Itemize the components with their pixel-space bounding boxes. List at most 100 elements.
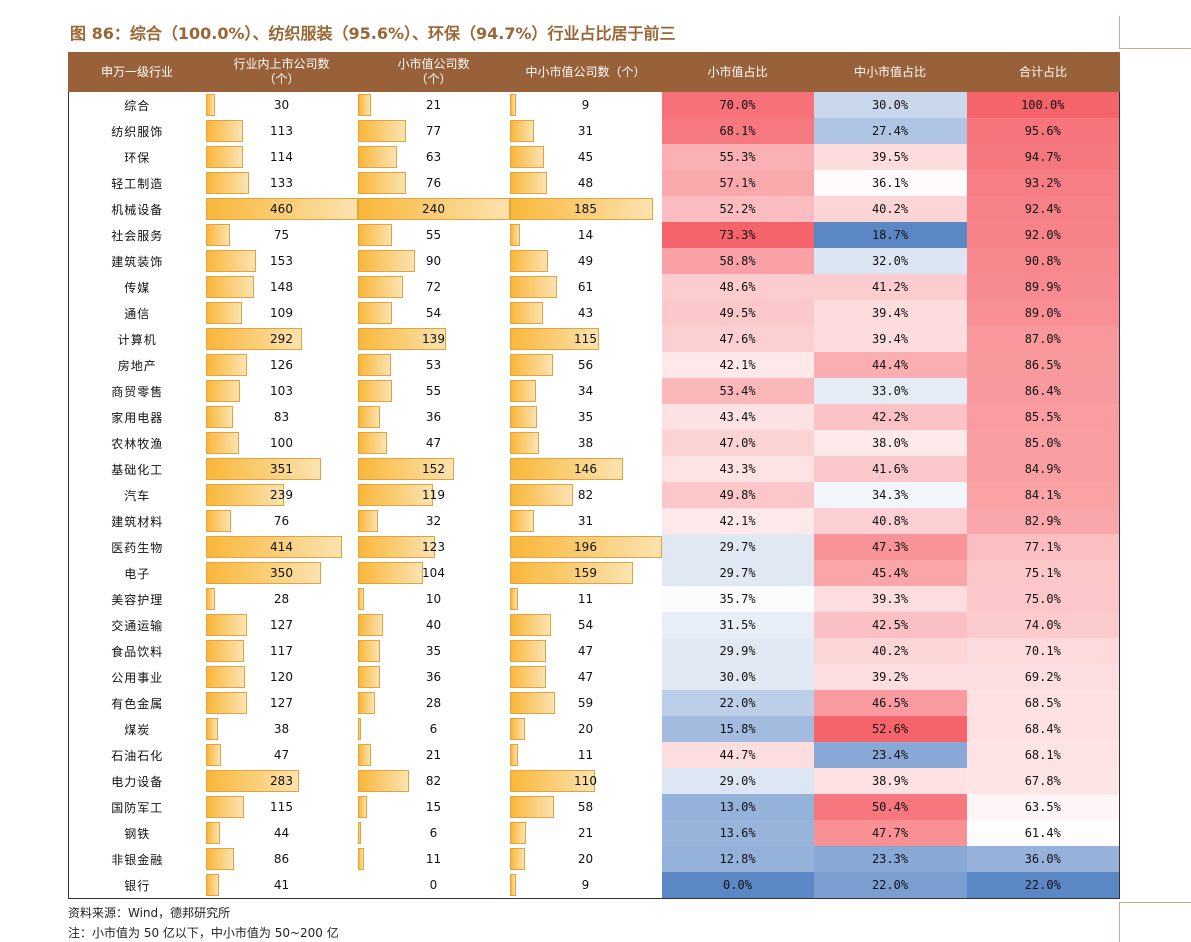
sum-pct-cell: 85.0% <box>966 430 1120 456</box>
mid-pct-cell: 50.4% <box>813 794 967 820</box>
mid-count-cell: 35 <box>509 404 662 430</box>
small-count-value: 54 <box>425 306 442 320</box>
table-row: 计算机 292 139 115 47.6% 39.4% 87.0% <box>69 326 1120 352</box>
small-count-cell: 104 <box>357 560 510 586</box>
header-mid-count: 中小市值公司数（个） <box>509 52 662 92</box>
sum-pct-cell: 22.0% <box>966 872 1120 899</box>
small-count-cell: 10 <box>357 586 510 612</box>
industry-name: 商贸零售 <box>111 384 164 399</box>
small-count-cell: 36 <box>357 664 510 690</box>
mid-pct-cell: 40.8% <box>813 508 967 534</box>
data-bar <box>205 510 231 532</box>
small-pct-cell: 70.0% <box>661 91 814 118</box>
total-count-cell: 148 <box>205 274 358 300</box>
table-row: 家用电器 83 36 35 43.4% 42.2% 85.5% <box>69 404 1120 430</box>
small-count-value: 90 <box>425 254 442 268</box>
small-pct-cell: 29.9% <box>661 638 814 664</box>
sum-pct-cell: 95.6% <box>966 118 1120 144</box>
small-count-cell: 123 <box>357 534 510 560</box>
data-bar <box>357 510 378 532</box>
data-bar <box>357 406 381 428</box>
small-count-value: 15 <box>425 800 442 814</box>
mid-pct-cell: 46.5% <box>813 690 967 716</box>
small-count-value: 55 <box>425 384 442 398</box>
industry-name: 基础化工 <box>111 462 164 477</box>
small-count-value: 11 <box>425 852 442 866</box>
sum-pct-cell: 100.0% <box>966 91 1120 118</box>
data-bar <box>357 614 383 636</box>
industry-name: 房地产 <box>117 358 157 373</box>
total-count-value: 115 <box>270 800 293 814</box>
table-row: 食品饮料 117 35 47 29.9% 40.2% 70.1% <box>69 638 1120 664</box>
mid-pct-cell: 39.4% <box>813 300 967 326</box>
data-bar <box>357 822 362 844</box>
small-count-cell: 55 <box>357 222 510 248</box>
industry-name: 综合 <box>124 98 151 113</box>
data-bar <box>357 120 407 142</box>
small-count-cell: 90 <box>357 248 510 274</box>
mid-pct-cell: 39.4% <box>813 326 967 352</box>
mid-pct-cell: 45.4% <box>813 560 967 586</box>
total-count-cell: 126 <box>205 352 358 378</box>
data-bar <box>509 224 521 246</box>
deco-vertical-line <box>1119 16 1120 48</box>
small-count-cell: 21 <box>357 742 510 768</box>
small-count-cell: 32 <box>357 508 510 534</box>
total-count-cell: 41 <box>205 872 358 899</box>
total-count-cell: 47 <box>205 742 358 768</box>
small-pct-cell: 49.5% <box>661 300 814 326</box>
small-pct-cell: 58.8% <box>661 248 814 274</box>
total-count-value: 76 <box>273 514 290 528</box>
total-count-value: 239 <box>270 488 293 502</box>
industry-name: 农林牧渔 <box>111 436 164 451</box>
mid-count-cell: 47 <box>509 638 662 664</box>
data-bar <box>357 172 406 194</box>
data-bar <box>509 640 546 662</box>
industry-name: 非银金融 <box>111 852 164 867</box>
small-count-cell: 139 <box>357 326 510 352</box>
data-bar <box>509 666 546 688</box>
mid-count-value: 47 <box>577 670 594 684</box>
data-bar <box>509 484 574 506</box>
small-count-cell: 15 <box>357 794 510 820</box>
total-count-value: 103 <box>270 384 293 398</box>
small-pct-cell: 53.4% <box>661 378 814 404</box>
data-bar <box>509 302 543 324</box>
data-bar <box>509 536 662 558</box>
sum-pct-cell: 70.1% <box>966 638 1120 664</box>
mid-count-value: 110 <box>574 774 597 788</box>
header-total-line1: 行业内上市公司数 <box>233 57 330 71</box>
industry-name: 石油石化 <box>111 748 164 763</box>
table-row: 传媒 148 72 61 48.6% 41.2% 89.9% <box>69 274 1120 300</box>
small-count-cell: 6 <box>357 820 510 846</box>
sum-pct-cell: 86.5% <box>966 352 1120 378</box>
data-bar <box>205 198 358 220</box>
table-row: 钢铁 44 6 21 13.6% 47.7% 61.4% <box>69 820 1120 846</box>
data-bar <box>357 94 371 116</box>
industry-name: 电子 <box>124 566 151 581</box>
total-count-cell: 127 <box>205 612 358 638</box>
small-count-value: 21 <box>425 98 442 112</box>
data-bar <box>509 744 519 766</box>
table-row: 轻工制造 133 76 48 57.1% 36.1% 93.2% <box>69 170 1120 196</box>
sum-pct-cell: 89.0% <box>966 300 1120 326</box>
small-count-value: 63 <box>425 150 442 164</box>
mid-pct-cell: 40.2% <box>813 196 967 222</box>
sum-pct-cell: 94.7% <box>966 144 1120 170</box>
small-count-cell: 40 <box>357 612 510 638</box>
mid-count-cell: 11 <box>509 586 662 612</box>
mid-count-cell: 58 <box>509 794 662 820</box>
small-pct-cell: 73.3% <box>661 222 814 248</box>
total-count-cell: 239 <box>205 482 358 508</box>
total-count-value: 127 <box>270 696 293 710</box>
small-count-cell: 36 <box>357 404 510 430</box>
small-count-cell: 240 <box>357 196 510 222</box>
data-bar <box>205 302 242 324</box>
small-count-cell: 6 <box>357 716 510 742</box>
small-count-cell: 119 <box>357 482 510 508</box>
table-row: 房地产 126 53 56 42.1% 44.4% 86.5% <box>69 352 1120 378</box>
total-count-cell: 153 <box>205 248 358 274</box>
data-bar <box>357 536 436 558</box>
data-bar <box>509 822 526 844</box>
mid-count-value: 54 <box>577 618 594 632</box>
